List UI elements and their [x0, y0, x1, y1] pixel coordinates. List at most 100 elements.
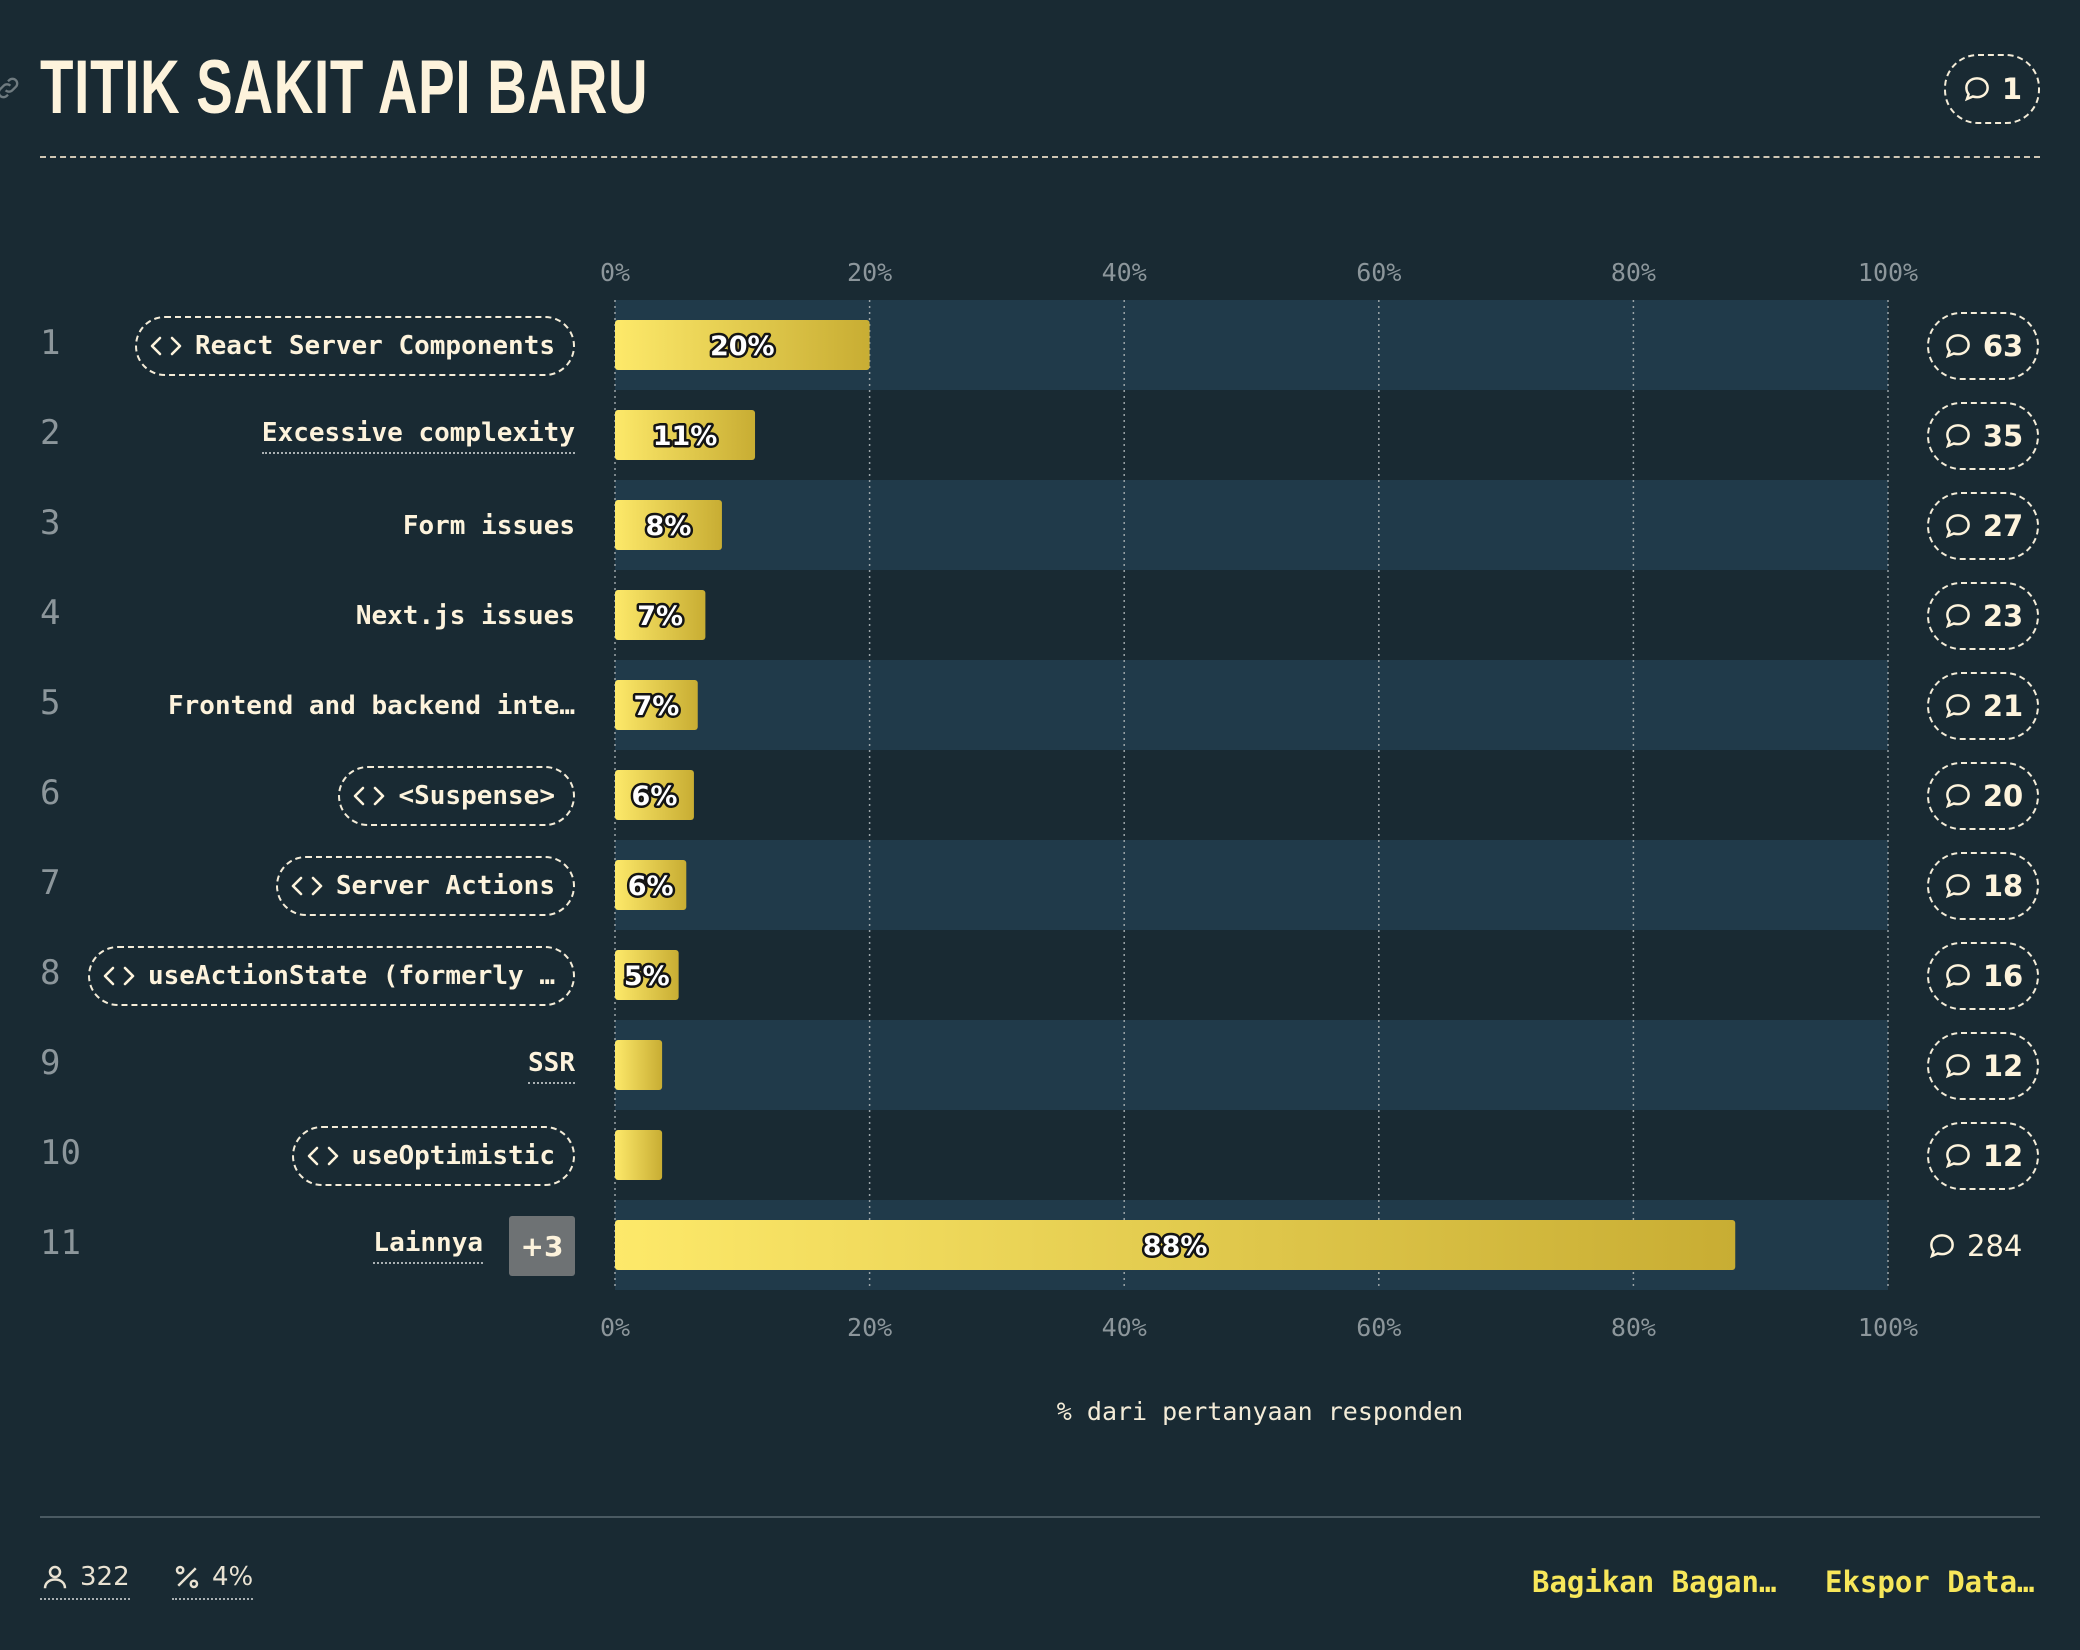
row-label[interactable]: Excessive complexity [261, 406, 575, 466]
row-comments-button[interactable]: 27 [1927, 492, 2039, 560]
bar[interactable] [615, 770, 694, 820]
comment-icon [1964, 77, 1989, 102]
bar-value-label: 5% [624, 961, 670, 992]
bar[interactable] [615, 500, 722, 550]
row-comments-button[interactable]: 16 [1927, 942, 2039, 1010]
row-rank: 3 [40, 503, 61, 543]
row-comment-count: 20 [1982, 779, 2024, 813]
row-rank: 8 [40, 953, 61, 993]
bar-value-label: 6% [628, 871, 674, 902]
row-comments-button[interactable]: 35 [1927, 402, 2039, 470]
comment-icon [1945, 514, 1970, 539]
row-comments-button[interactable]: 20 [1927, 762, 2039, 830]
row-band [615, 660, 1888, 750]
x-tick-label: 60% [1356, 258, 1401, 287]
bar[interactable] [615, 410, 756, 460]
row-label[interactable]: SSR [528, 1036, 575, 1096]
bar-value-label: 11% [653, 421, 718, 452]
row-label[interactable]: Lainnya +3 [373, 1216, 575, 1276]
row-label[interactable]: useActionState (formerly … [88, 946, 575, 1006]
comment-icon [1945, 964, 1970, 989]
row-comment-count: 284 [1967, 1229, 2023, 1263]
share-chart-button[interactable]: Bagikan Bagan… [1532, 1565, 1777, 1599]
row-comments-button[interactable]: 284 [1927, 1212, 2022, 1280]
link-icon[interactable] [0, 74, 22, 102]
bar[interactable] [615, 590, 706, 640]
bar[interactable] [615, 680, 698, 730]
row-comments-button[interactable]: 18 [1927, 852, 2039, 920]
row-comments-button[interactable]: 12 [1927, 1032, 2039, 1100]
row-label-text: Next.js issues [355, 601, 575, 631]
row-comment-count: 27 [1982, 509, 2024, 543]
export-data-button[interactable]: Ekspor Data… [1825, 1565, 2035, 1599]
more-items-badge[interactable]: +3 [509, 1216, 575, 1276]
bar[interactable] [615, 1220, 1736, 1270]
percentage-stat[interactable]: 4% [172, 1562, 254, 1600]
row-label-text: useActionState (formerly … [148, 961, 555, 991]
x-tick-label: 100% [1858, 1313, 1918, 1342]
comment-icon [1945, 874, 1970, 899]
row-label-text: <Suspense> [398, 781, 555, 811]
row-label[interactable]: Server Actions [275, 856, 575, 916]
code-icon [307, 1146, 338, 1166]
bar[interactable] [615, 860, 687, 910]
code-icon [150, 336, 182, 356]
x-tick-label: 20% [847, 1313, 892, 1342]
comment-icon [1945, 424, 1970, 449]
bar[interactable] [615, 320, 870, 370]
bar[interactable] [615, 950, 679, 1000]
bar-value-label: 8% [646, 511, 692, 542]
row-comment-count: 63 [1982, 329, 2024, 363]
row-comments-button[interactable]: 23 [1927, 582, 2039, 650]
header-comments-button[interactable]: 1 [1944, 54, 2040, 124]
comment-icon [1945, 784, 1970, 809]
bar-value-label: 20% [710, 331, 775, 362]
respondents-count: 322 [80, 1562, 130, 1592]
respondents-stat[interactable]: 322 [40, 1562, 130, 1600]
x-tick-label: 40% [1102, 1313, 1147, 1342]
x-tick-label: 80% [1611, 1313, 1656, 1342]
row-band [615, 1020, 1888, 1110]
x-tick-label: 40% [1102, 258, 1147, 287]
row-label[interactable]: <Suspense> [338, 766, 575, 826]
row-label[interactable]: useOptimistic [291, 1126, 575, 1186]
code-icon [103, 966, 135, 986]
row-label-text: Frontend and backend inte… [168, 691, 575, 721]
x-tick-label: 0% [600, 258, 630, 287]
comment-icon [1945, 334, 1970, 359]
row-label-text: useOptimistic [351, 1141, 556, 1171]
row-comment-count: 21 [1982, 689, 2024, 723]
row-rank: 6 [40, 773, 61, 813]
row-comments-button[interactable]: 63 [1927, 312, 2039, 380]
row-comments-button[interactable]: 12 [1927, 1122, 2039, 1190]
comment-icon [1929, 1234, 1954, 1259]
row-label-text: Lainnya [373, 1228, 483, 1264]
bar[interactable] [615, 1040, 663, 1090]
bar[interactable] [615, 1130, 663, 1180]
user-icon [43, 1565, 67, 1589]
header-comment-count: 1 [2001, 72, 2023, 106]
row-label: Frontend and backend inte… [168, 676, 575, 736]
row-comment-count: 23 [1982, 599, 2024, 633]
comment-icon [1945, 604, 1970, 629]
row-label-text: React Server Components [194, 331, 555, 361]
x-tick-label: 60% [1356, 1313, 1401, 1342]
row-label[interactable]: React Server Components [134, 316, 575, 376]
row-rank: 9 [40, 1043, 61, 1083]
bar-value-label: 6% [632, 781, 678, 812]
row-band [615, 840, 1888, 930]
comment-icon [1945, 694, 1970, 719]
bar-chart: 20% 11% 8% 7% 7% 6% 6% 5% 88% 0% 20% 40% 60% 80% 100%… [600, 258, 1918, 1342]
row-label-text: SSR [528, 1048, 575, 1084]
row-rank: 7 [40, 863, 61, 903]
row-comments-button[interactable]: 21 [1927, 672, 2039, 740]
code-icon [354, 786, 385, 806]
row-comment-count: 35 [1982, 419, 2024, 453]
row-rank: 1 [40, 323, 61, 363]
row-rank: 4 [40, 593, 61, 633]
row-comment-count: 18 [1982, 869, 2024, 903]
bar-value-label: 7% [637, 601, 683, 632]
comment-icon [1945, 1144, 1970, 1169]
percent-icon [175, 1565, 199, 1589]
x-axis-title: % dari pertanyaan responden [1056, 1397, 1464, 1426]
